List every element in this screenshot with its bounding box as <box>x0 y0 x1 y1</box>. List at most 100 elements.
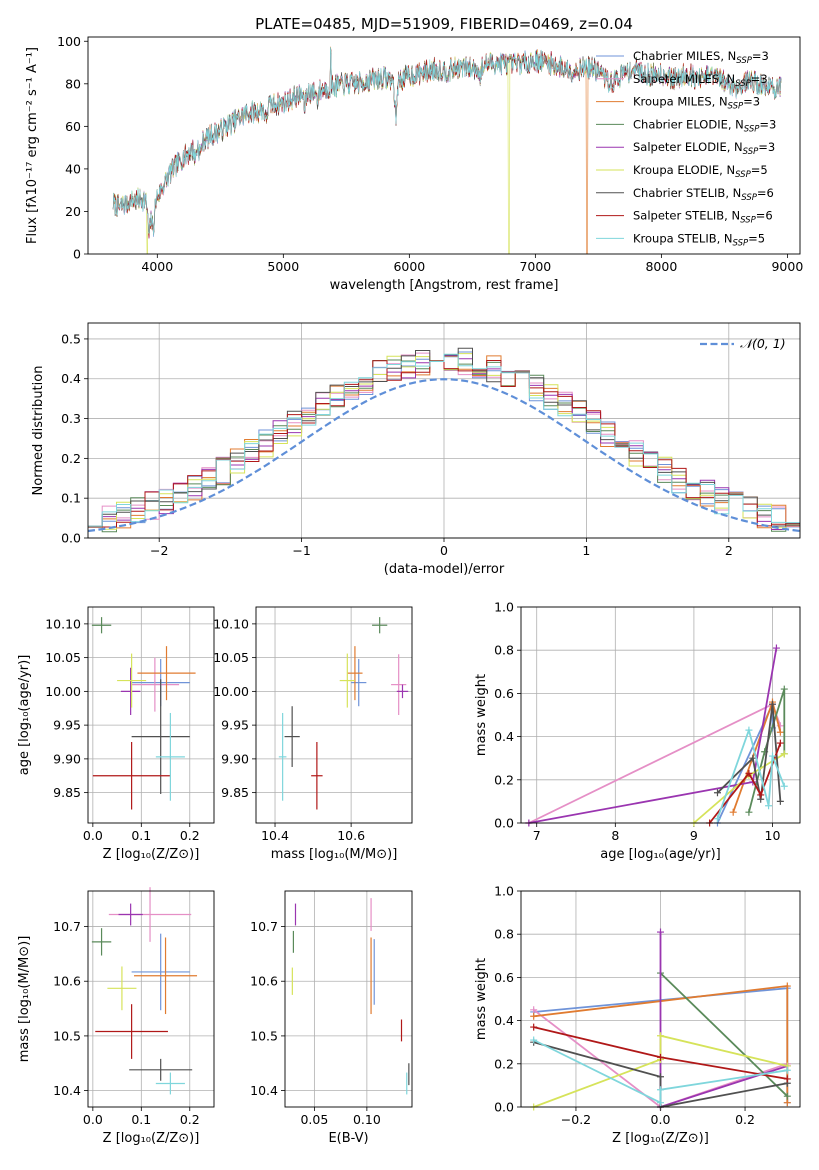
axes-frame <box>87 36 801 255</box>
x-axis-label: Z [log₁₀(Z/Z⊙)] <box>612 1131 709 1146</box>
y-tick-label: 0.2 <box>494 772 514 787</box>
x-tick-label: −2 <box>150 543 168 558</box>
weight-marker <box>776 797 784 805</box>
x-tick-label: 9 <box>690 828 698 843</box>
x-tick-label: 0.0 <box>83 1112 103 1127</box>
x-tick-label: 6000 <box>393 259 425 274</box>
weight-marker <box>657 928 664 936</box>
x-tick-label: 10.6 <box>337 828 365 843</box>
x-axis-label: (data-model)/error <box>384 562 505 577</box>
y-tick-label: 0.8 <box>494 643 514 658</box>
legend-entry: Salpeter ELODIE, NSSP=3 <box>633 140 775 157</box>
histogram-series <box>88 353 800 527</box>
x-tick-label: −0.2 <box>561 1112 591 1127</box>
axes-frame <box>284 890 413 1108</box>
weight-vs-age-panel: 7 8 9 10 0.0 0.2 0.4 0.6 0.8 1.0 age [log₁₀(age/yr… <box>474 600 801 862</box>
y-tick-label: 9.90 <box>53 751 81 766</box>
y-tick-label: 0 <box>73 247 81 262</box>
y-tick-label: 0.8 <box>494 927 514 942</box>
histogram-series <box>88 360 800 528</box>
y-tick-label: 0.0 <box>61 531 81 546</box>
x-tick-label: −1 <box>292 543 310 558</box>
y-tick-label: 40 <box>65 161 81 176</box>
legend-entry: Kroupa ELODIE, NSSP=5 <box>633 163 768 180</box>
y-axis-label: age [log₁₀(age/yr)] <box>17 655 32 776</box>
weight-line <box>659 972 788 1097</box>
x-tick-label: 2 <box>725 543 733 558</box>
weight-marker <box>657 1053 664 1061</box>
weight-marker <box>713 815 721 823</box>
x-tick-label: 5000 <box>267 259 299 274</box>
x-tick-label: 0.0 <box>651 1112 671 1127</box>
weight-marker <box>745 769 753 777</box>
weight-marker <box>657 1073 664 1081</box>
x-axis-label: E(B-V) <box>328 1131 368 1146</box>
x-tick-label: 8 <box>611 828 619 843</box>
x-axis-label: Z [log₁₀(Z/Z⊙)] <box>103 1131 200 1146</box>
y-axis-label: Flux [fλ10⁻¹⁷ erg cm⁻² s⁻¹ A⁻¹] <box>25 47 40 244</box>
y-tick-label: 10.6 <box>53 974 81 989</box>
y-tick-label: 0.4 <box>494 1013 514 1028</box>
axes-frame <box>255 606 413 824</box>
y-tick-label: 9.95 <box>221 718 249 733</box>
axes-frame <box>87 322 801 539</box>
y-tick-label: 0.6 <box>494 970 514 985</box>
weight-marker <box>783 982 791 990</box>
y-tick-label: 0.5 <box>61 331 81 346</box>
x-tick-label: 0.1 <box>131 1112 151 1127</box>
weight-marker <box>657 1099 664 1107</box>
weight-marker <box>729 808 737 816</box>
y-tick-label: 80 <box>65 76 81 91</box>
weight-marker <box>768 752 776 760</box>
x-tick-label: 10.4 <box>261 828 289 843</box>
weight-marker <box>530 1006 538 1014</box>
y-tick-label: 10.7 <box>250 919 278 934</box>
x-tick-label: 4000 <box>141 259 173 274</box>
weight-line <box>528 702 782 824</box>
y-tick-label: 9.85 <box>221 785 249 800</box>
y-tick-label: 60 <box>65 119 81 134</box>
legend-entry: Chabrier ELODIE, NSSP=3 <box>633 117 776 134</box>
weight-marker <box>657 1086 664 1094</box>
age-vs-mass-panel: 10.4 10.6 9.85 9.90 9.95 10.00 10.05 10.10 mass … <box>213 606 413 862</box>
y-tick-label: 9.95 <box>53 718 81 733</box>
y-tick-label: 10.10 <box>213 616 249 631</box>
weight-marker <box>783 1099 791 1107</box>
y-tick-label: 10.5 <box>53 1028 81 1043</box>
weight-marker <box>745 726 753 734</box>
x-axis-label: wavelength [Angstrom, rest frame] <box>330 278 559 293</box>
legend-entry: Chabrier STELIB, NSSP=6 <box>633 186 774 203</box>
x-tick-label: 9000 <box>771 259 803 274</box>
y-tick-label: 0.6 <box>494 686 514 701</box>
legend-entry: Salpeter STELIB, NSSP=6 <box>633 209 773 226</box>
normal-reference-curve <box>87 378 801 533</box>
weight-marker <box>749 754 757 762</box>
weight-line <box>533 1034 788 1108</box>
y-axis-label: mass [log₁₀(M/M⊙)] <box>17 936 32 1063</box>
chart-title: PLATE=0485, MJD=51909, FIBERID=0469, z=0… <box>255 15 633 33</box>
spectrum-line <box>112 47 782 236</box>
y-tick-label: 10.4 <box>250 1083 278 1098</box>
weight-marker <box>530 1023 538 1031</box>
y-tick-label: 0.3 <box>61 411 81 426</box>
age-vs-Z-panel: 0.0 0.1 0.2 9.85 9.90 9.95 10.00 10.05 10.10 Z [l… <box>17 606 215 862</box>
y-tick-label: 10.00 <box>213 684 249 699</box>
weight-marker <box>768 700 776 708</box>
y-tick-label: 9.90 <box>221 751 249 766</box>
y-tick-label: 20 <box>65 204 81 219</box>
weight-line <box>533 1039 788 1105</box>
x-tick-label: 7000 <box>519 259 551 274</box>
y-tick-label: 10.05 <box>213 650 249 665</box>
weight-marker <box>530 1012 538 1020</box>
axes-frame <box>520 890 801 1108</box>
x-tick-label: 0.2 <box>180 1112 200 1127</box>
y-tick-label: 10.6 <box>250 974 278 989</box>
x-tick-label: 0.05 <box>300 1112 328 1127</box>
legend-entry: Kroupa MILES, NSSP=3 <box>633 95 760 112</box>
y-tick-label: 10.7 <box>53 919 81 934</box>
x-tick-label: 0.1 <box>131 828 151 843</box>
x-axis-label: Z [log₁₀(Z/Z⊙)] <box>103 847 200 862</box>
y-tick-label: 10.00 <box>45 684 81 699</box>
y-tick-label: 0.4 <box>494 729 514 744</box>
